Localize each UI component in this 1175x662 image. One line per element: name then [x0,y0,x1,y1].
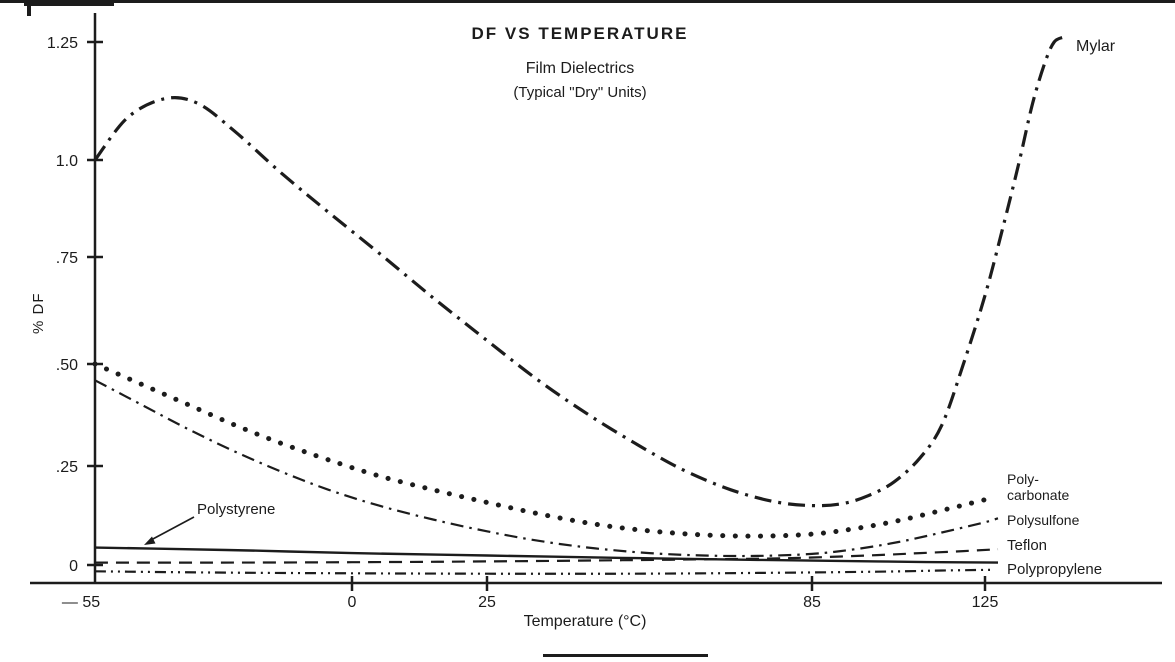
series-label-polystyrene: Polystyrene [197,501,276,518]
series-label-polypropylene: Polypropylene [1007,561,1103,578]
series-line-polystyrene [94,546,999,564]
series-label-teflon: Teflon [1007,537,1048,554]
y-tick-label: 1.0 [56,153,78,170]
y-tick-label: .25 [56,459,78,476]
series-line-teflon [94,548,999,564]
x-tick-label: — 55 [62,594,100,611]
top-left-corner-mark [27,0,31,16]
x-tick-label: 125 [972,594,999,611]
polystyrene-arrowhead [144,536,156,545]
y-tick-label: .75 [56,250,78,267]
bottom-border-segment [543,654,708,657]
chart-subtitle-1: Film Dielectrics [525,60,635,77]
x-tick-label: 25 [478,594,496,611]
series-line-mylar [93,35,1064,508]
x-tick-label: 85 [803,594,821,611]
top-left-border-segment [24,0,114,6]
x-tick-label: 0 [348,594,357,611]
polystyrene-arrow-line [150,516,195,541]
series-line-polypropylene [94,568,994,575]
series-label-mylar: Mylar [1076,38,1116,55]
series-line-polysulfone [94,379,999,558]
series-label-polycarbonate: Poly- carbonate [1007,471,1070,503]
y-tick-label: 1.25 [47,35,78,52]
chart-subtitle-2: (Typical "Dry" Units) [513,84,647,101]
x-axis-title: Temperature (°C) [523,613,647,630]
series-label-polysulfone: Polysulfone [1007,512,1080,528]
top-border-line [0,0,1175,3]
chart-title: DF VS TEMPERATURE [471,24,689,43]
y-tick-label: .50 [56,357,78,374]
y-tick-label: 0 [69,558,78,575]
y-axis-title: % DF [30,292,47,335]
